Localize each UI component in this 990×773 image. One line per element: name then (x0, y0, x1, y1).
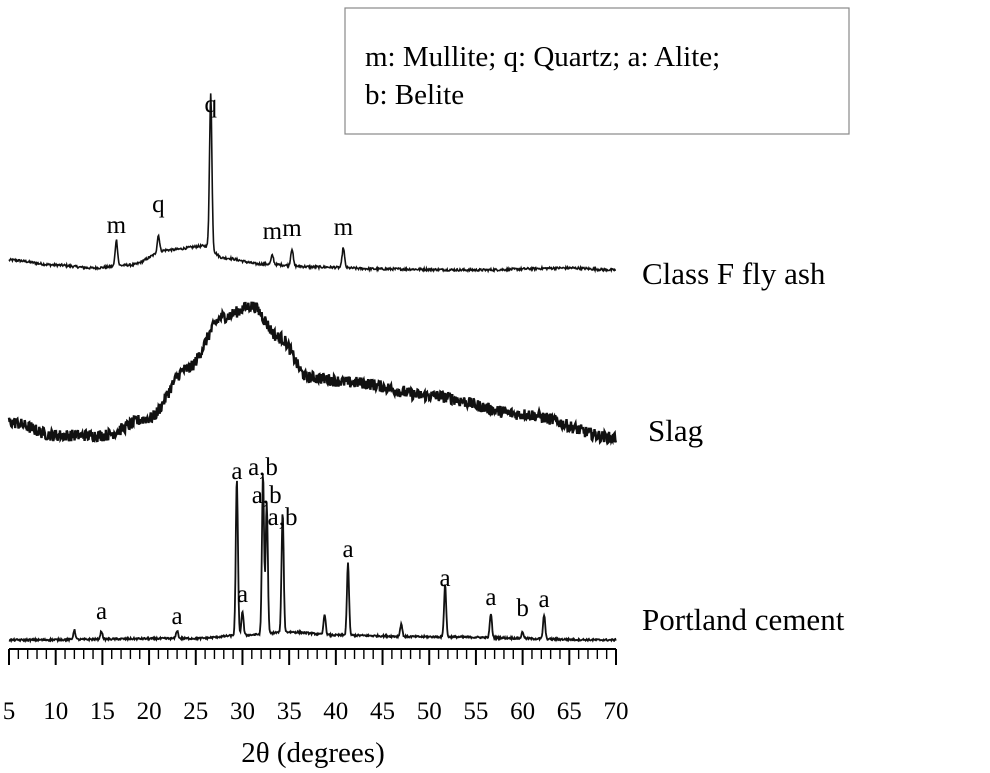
x-tick-label: 20 (137, 698, 162, 725)
peak-label: m (282, 215, 302, 242)
peak-label: a,b (252, 482, 282, 509)
x-tick-label: 35 (277, 698, 302, 725)
peak-label: b (516, 595, 529, 622)
peak-label: a,b (248, 454, 278, 481)
peak-label: a (96, 598, 107, 625)
x-tick-label: 60 (510, 698, 535, 725)
x-tick-label: 45 (370, 698, 395, 725)
peak-label: a (172, 603, 183, 630)
peak-label: q (152, 191, 165, 218)
series-line-slag (7, 301, 617, 446)
x-tick-label: 15 (90, 698, 115, 725)
legend-line-1: m: Mullite; q: Quartz; a: Alite; (365, 41, 720, 73)
series-label-class-f-fly-ash: Class F fly ash (642, 256, 826, 291)
series-label-portland-cement: Portland cement (642, 602, 845, 637)
x-tick-labels: 5 10 15 20 25 30 35 40 45 50 55 60 65 70 (3, 698, 629, 725)
peak-label: m (263, 218, 283, 245)
series-line-class-f-fly-ash (8, 93, 617, 274)
peak-label: a (231, 458, 242, 485)
peak-label: a (237, 581, 248, 608)
x-tick-label: 30 (230, 698, 255, 725)
peak-label: m (107, 212, 127, 239)
peak-label: a (440, 565, 451, 592)
x-tick-label: 40 (323, 698, 348, 725)
x-tick-label: 70 (604, 698, 629, 725)
x-tick-label: 5 (3, 698, 16, 725)
x-tick-label: 65 (557, 698, 582, 725)
series-line-portland-cement (8, 476, 617, 644)
x-axis-title: 2θ (degrees) (241, 737, 385, 769)
x-tick-label: 50 (417, 698, 442, 725)
series-label-slag: Slag (648, 413, 703, 448)
legend-line-2: b: Belite (365, 79, 464, 111)
peak-label: a (539, 586, 550, 613)
peak-label: q (204, 91, 217, 118)
peak-label: a,b (268, 504, 298, 531)
x-tick-label: 25 (183, 698, 208, 725)
peak-label: a (485, 584, 496, 611)
x-ticks (8, 649, 617, 665)
peak-label: a (342, 536, 353, 563)
x-tick-label: 10 (43, 698, 68, 725)
peak-label: m (334, 214, 354, 241)
x-tick-label: 55 (463, 698, 488, 725)
legend-box (344, 7, 850, 135)
